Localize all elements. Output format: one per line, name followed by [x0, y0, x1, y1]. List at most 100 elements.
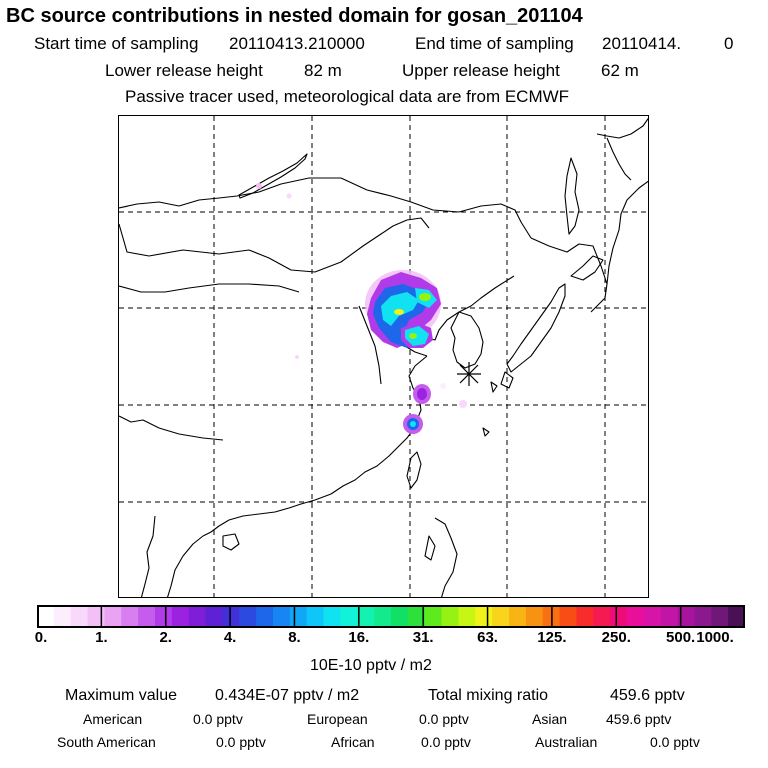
- colorbar-swatch: [87, 605, 106, 628]
- plume-dot: [256, 183, 262, 189]
- region-name: American: [83, 711, 143, 727]
- plume-core: [409, 333, 417, 339]
- border-mongolia-china: [119, 217, 430, 273]
- region-value: 459.6 pptv: [606, 711, 672, 727]
- colorbar-unit: 10E-10 pptv / m2: [310, 657, 432, 674]
- colorbar: [37, 605, 745, 628]
- start-time-label: Start time of sampling: [34, 34, 199, 53]
- region-value: 0.0 pptv: [193, 711, 243, 727]
- colorbar-swatch: [374, 605, 392, 628]
- border-china-korea: [458, 275, 515, 313]
- plot-title: BC source contributions in nested domain…: [6, 5, 583, 27]
- colorbar-tick-label: 0.: [34, 629, 48, 646]
- upper-height-label: Upper release height: [402, 61, 560, 80]
- end-time-label: End time of sampling: [415, 34, 574, 53]
- luzon-island: [434, 517, 458, 597]
- colorbar-swatch: [593, 605, 611, 628]
- total-mixing-value: 459.6 pptv: [610, 687, 685, 704]
- ryukyu-islet: [490, 381, 498, 393]
- colorbar-tick-label: 250.: [601, 629, 631, 646]
- end-time-value: 20110414.: [602, 34, 682, 53]
- honshu-island: [506, 283, 566, 373]
- colorbar-swatch: [273, 605, 291, 628]
- colorbar-swatch: [289, 605, 308, 628]
- colorbar-tick-label: 4.: [223, 629, 237, 646]
- colorbar-swatch: [458, 605, 476, 628]
- colorbar-swatch: [610, 605, 628, 628]
- colorbar-swatch: [53, 605, 72, 628]
- colorbar-swatch: [660, 605, 679, 628]
- colorbar-swatch: [188, 605, 207, 628]
- korea-peninsula: [450, 311, 484, 369]
- taiwan-island: [406, 451, 422, 489]
- kyushu-island: [500, 371, 514, 389]
- colorbar-swatch: [222, 605, 240, 628]
- max-value: 0.434E-07 pptv / m2: [215, 687, 360, 704]
- hainan-island: [222, 533, 240, 551]
- colorbar-tick-label: 31.: [412, 629, 434, 646]
- colorbar-swatch: [728, 605, 745, 628]
- colorbar-tick-label: 16.: [348, 629, 370, 646]
- tracer-note: Passive tracer used, meteorological data…: [125, 87, 570, 106]
- philippine-islet: [424, 535, 436, 561]
- colorbar-swatch: [559, 605, 578, 628]
- colorbar-swatch: [509, 605, 527, 628]
- colorbar-swatch: [677, 605, 696, 628]
- lower-height-value: 82 m: [304, 61, 342, 80]
- plume-dot: [440, 383, 446, 389]
- coast-indochina: [167, 535, 204, 597]
- colorbar-tick-label: 1000.: [696, 629, 734, 646]
- colorbar-swatch: [256, 605, 274, 628]
- plume-cyan: [410, 421, 416, 427]
- colorbar-swatch: [155, 605, 173, 628]
- colorbar-swatch: [340, 605, 358, 628]
- colorbar-swatch: [138, 605, 156, 628]
- hokkaido-island: [570, 255, 604, 281]
- colorbar-swatch: [424, 605, 443, 628]
- region-value: 0.0 pptv: [421, 734, 471, 750]
- border-china-south: [119, 415, 224, 441]
- colorbar-swatch: [407, 605, 426, 628]
- region-name: Asian: [532, 711, 568, 727]
- lower-height-label: Lower release height: [105, 61, 263, 80]
- colorbar-swatch: [694, 605, 712, 628]
- lake-baikal: [238, 153, 308, 199]
- colorbar-swatch: [357, 605, 375, 628]
- border-russia-mongolia: [119, 177, 532, 239]
- colorbar-swatch: [441, 605, 460, 628]
- colorbar-tick-label: 2.: [159, 629, 172, 646]
- coast-russia-east: [606, 180, 648, 285]
- colorbar-swatch: [121, 605, 139, 628]
- ryukyu-islet: [482, 427, 490, 437]
- colorbar-swatch: [239, 605, 257, 628]
- colorbar-swatch: [171, 605, 190, 628]
- plume-dot: [459, 400, 467, 408]
- region-name: European: [307, 711, 368, 727]
- total-mixing-label: Total mixing ratio: [428, 687, 549, 704]
- max-value-label: Maximum value: [65, 687, 178, 704]
- region-value: 0.0 pptv: [419, 711, 469, 727]
- colorbar-swatch: [711, 605, 729, 628]
- upper-height-value: 62 m: [601, 61, 639, 80]
- border-interior: [119, 283, 300, 293]
- colorbar-tick-label: 500.: [666, 629, 696, 646]
- coast-okhotsk-2: [606, 137, 632, 181]
- sakhalin-island: [564, 157, 580, 235]
- source-plumes: [256, 183, 467, 434]
- graticule: [119, 116, 648, 597]
- colorbar-swatch: [306, 605, 325, 628]
- colorbar-swatch: [391, 605, 409, 628]
- colorbar-tick-label: 63.: [477, 629, 498, 646]
- colorbar-swatch: [643, 605, 662, 628]
- colorbar-frame: [37, 605, 745, 628]
- border-interior-2: [358, 305, 382, 385]
- start-time-value: 20110413.210000: [229, 34, 365, 53]
- region-name: African: [331, 734, 375, 750]
- colorbar-swatch: [627, 605, 645, 628]
- colorbar-swatch: [576, 605, 594, 628]
- colorbar-tick-label: 8.: [288, 629, 301, 646]
- region-value: 0.0 pptv: [650, 734, 700, 750]
- colorbar-swatch: [104, 605, 122, 628]
- colorbar-swatch: [205, 605, 224, 628]
- colorbar-tick-label: 1.: [95, 629, 108, 646]
